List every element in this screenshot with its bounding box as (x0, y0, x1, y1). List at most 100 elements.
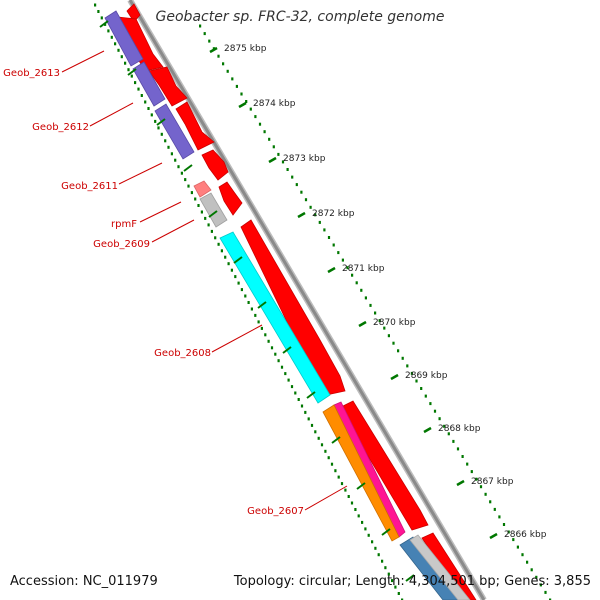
kbp-tick (268, 156, 277, 164)
inner-dot (204, 216, 207, 220)
kbp-tick (209, 46, 218, 54)
ruler-dot (217, 54, 220, 58)
inner-dot (334, 469, 337, 473)
ruler-dot (544, 590, 547, 594)
inner-dot (280, 365, 284, 369)
inner-dot (277, 359, 280, 363)
inner-dot (140, 94, 143, 97)
inner-dot (154, 119, 157, 123)
inner-dot (320, 443, 324, 447)
kbp-label: 2868 kbp (438, 424, 481, 434)
ruler-dot (281, 160, 285, 164)
gene-feature-gray (409, 534, 471, 600)
ruler-dot (249, 107, 252, 111)
inner-dot (324, 449, 327, 453)
inner-dot (120, 55, 123, 59)
inner-tick (356, 482, 366, 490)
cds-arrow (218, 181, 243, 216)
inner-dot (254, 313, 257, 317)
inner-tick (233, 256, 243, 264)
kbp-tick (358, 320, 367, 328)
backbone-line (128, 0, 486, 600)
inner-dot (294, 391, 297, 395)
inner-dot (247, 301, 250, 304)
inner-dot (164, 139, 167, 143)
inner-dot (377, 553, 380, 557)
inner-dot (317, 436, 320, 440)
ruler-dot (341, 258, 344, 262)
gene-label: Geob_2607 (247, 506, 304, 517)
inner-dot (217, 242, 220, 246)
inner-dot (237, 281, 240, 285)
kbp-tick (489, 532, 498, 540)
inner-dot (240, 288, 243, 292)
ruler-dot (360, 288, 363, 292)
ruler-dot (355, 281, 358, 285)
inner-dot (150, 113, 153, 117)
inner-dot (391, 579, 394, 583)
inner-dot (267, 339, 270, 343)
inner-dot (344, 488, 347, 492)
ruler-dot (401, 356, 404, 360)
genome-title: Geobacter sp. FRC-32, complete genome (155, 9, 445, 25)
gene-feature-geob-2608 (219, 231, 331, 404)
accession-text: Accession: NC_011979 (10, 574, 158, 589)
inner-dot (327, 456, 330, 460)
kbp-label: 2873 kbp (283, 154, 326, 164)
ruler-dot (351, 273, 354, 277)
inner-dot (284, 372, 287, 376)
inner-dot (124, 61, 127, 65)
inner-dot (137, 87, 140, 91)
inner-dot (367, 533, 370, 537)
label-leader-line (211, 324, 263, 353)
ruler-dot (452, 439, 455, 443)
inner-dot (130, 74, 133, 78)
ruler-dot (263, 130, 266, 134)
ruler-dot (438, 417, 441, 421)
topology-summary: Topology: circular; Length: 4,304,501 bp… (233, 574, 591, 589)
inner-dot (114, 42, 117, 46)
kbp-ruler (199, 24, 552, 600)
gene-label: Geob_2612 (32, 122, 89, 133)
ruler-dot (364, 296, 367, 300)
inner-dot (270, 346, 274, 350)
ruler-dot (484, 492, 487, 496)
inner-dot (224, 255, 227, 259)
cds-arrow (201, 149, 229, 181)
ruler-dot (489, 500, 492, 504)
gene-feature-geob-2611 (154, 103, 195, 160)
inner-dot (374, 546, 377, 550)
inner-tick (405, 574, 415, 582)
gene-label: Geob_2608 (154, 348, 211, 359)
ruler-dot (314, 213, 317, 217)
ruler-dot (240, 92, 243, 96)
kbp-label: 2867 kbp (471, 477, 514, 487)
ruler-dot (406, 364, 409, 368)
inner-tick (282, 346, 292, 354)
inner-dot (170, 152, 173, 156)
cds-arrow (175, 101, 215, 151)
inner-dot (194, 197, 197, 201)
inner-dot (384, 566, 387, 570)
inner-dot (200, 210, 203, 214)
ruler-dot (332, 243, 335, 247)
inner-dot (100, 16, 103, 20)
ruler-dot (272, 145, 275, 149)
inner-dot (347, 495, 350, 498)
ruler-dot (392, 341, 395, 345)
kbp-tick (297, 211, 306, 219)
inner-tick (381, 528, 391, 536)
label-leader-line (89, 102, 134, 127)
inner-dot (220, 249, 223, 253)
inner-dot (107, 29, 110, 33)
inner-dot (397, 592, 400, 595)
ruler-dot (387, 334, 390, 338)
inner-tick (306, 391, 316, 399)
inner-dot (184, 178, 187, 182)
inner-dot (180, 171, 183, 175)
ruler-dot (516, 545, 519, 549)
gene-feature-geob-2612 (132, 61, 166, 107)
ruler-dot (447, 432, 450, 436)
inner-dot (230, 268, 233, 272)
